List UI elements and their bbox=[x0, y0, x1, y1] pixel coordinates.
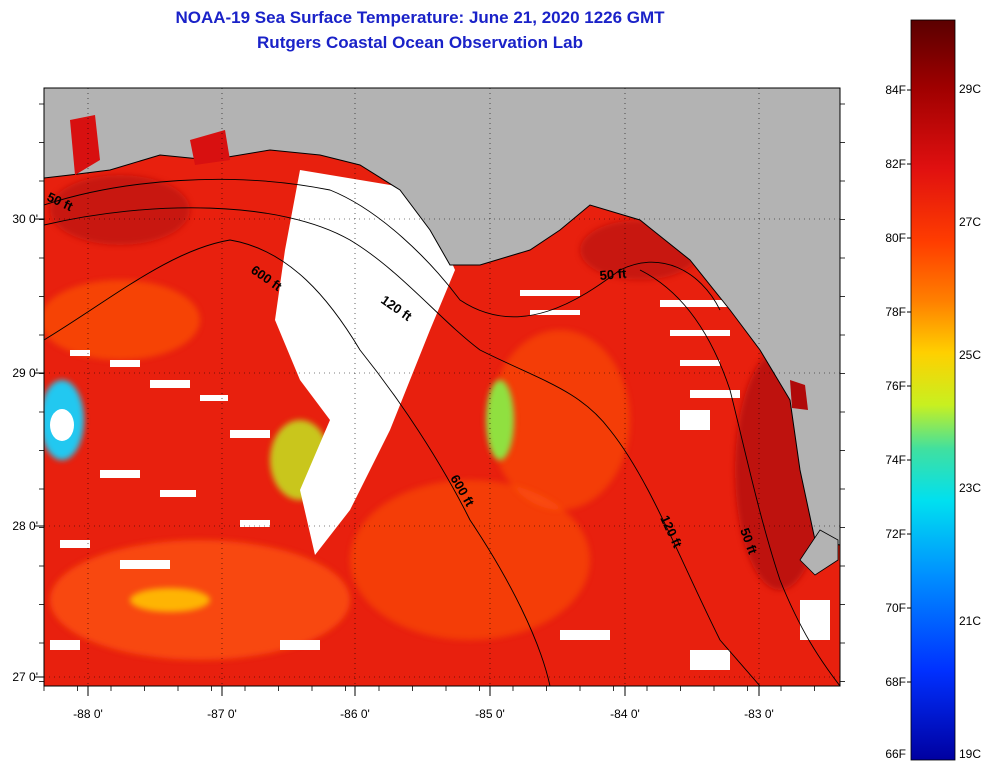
coastal-bays bbox=[70, 115, 808, 410]
contour-50ft-north bbox=[44, 178, 721, 318]
colorbar-c-labels: 29C 27C 25C 23C 21C 19C bbox=[959, 82, 981, 761]
colorbar: 84F 82F 80F 78F 76F 74F 72F 70F 68F 66F … bbox=[885, 19, 981, 761]
lat-label: 28 0' bbox=[12, 519, 38, 533]
cb-c-label: 27C bbox=[959, 215, 981, 229]
cb-f-label: 84F bbox=[885, 83, 906, 97]
sst-patches bbox=[44, 175, 825, 660]
depth-contours bbox=[44, 178, 840, 686]
lat-label: 30 0' bbox=[12, 212, 38, 226]
lon-axis-labels: -88 0' -87 0' -86 0' -85 0' -84 0' -83 0… bbox=[73, 707, 774, 721]
cb-c-label: 19C bbox=[959, 747, 981, 761]
lon-label: -88 0' bbox=[73, 707, 103, 721]
map-grid bbox=[34, 88, 845, 696]
lat-axis-labels: 30 0' 29 0' 28 0' 27 0' bbox=[12, 212, 38, 684]
cb-f-label: 82F bbox=[885, 157, 906, 171]
cloud-mask bbox=[50, 170, 830, 670]
lat-label: 29 0' bbox=[12, 366, 38, 380]
contour-50ft-east bbox=[639, 269, 840, 686]
colorbar-gradient bbox=[910, 19, 956, 761]
lon-label: -85 0' bbox=[475, 707, 505, 721]
colorbar-f-labels: 84F 82F 80F 78F 76F 74F 72F 70F 68F 66F bbox=[885, 83, 906, 761]
contour-label-50ft-north: 50 ft bbox=[599, 266, 628, 283]
colorbar-ticks bbox=[907, 89, 911, 683]
cb-c-label: 29C bbox=[959, 82, 981, 96]
lon-label: -84 0' bbox=[610, 707, 640, 721]
map-border bbox=[43, 87, 841, 687]
cb-c-label: 23C bbox=[959, 481, 981, 495]
cb-f-label: 80F bbox=[885, 231, 906, 245]
lon-label: -83 0' bbox=[744, 707, 774, 721]
map-panel[interactable] bbox=[40, 88, 840, 686]
lon-label: -87 0' bbox=[207, 707, 237, 721]
lat-label: 27 0' bbox=[12, 670, 38, 684]
cb-f-label: 68F bbox=[885, 675, 906, 689]
contour-120ft bbox=[44, 207, 761, 686]
cb-f-label: 72F bbox=[885, 527, 906, 541]
cb-f-label: 76F bbox=[885, 379, 906, 393]
cb-c-label: 21C bbox=[959, 614, 981, 628]
contour-600ft bbox=[44, 239, 551, 686]
title-line-2: Rutgers Coastal Ocean Observation Lab bbox=[257, 33, 583, 52]
cb-f-label: 70F bbox=[885, 601, 906, 615]
cb-f-label: 78F bbox=[885, 305, 906, 319]
land-mass bbox=[44, 88, 840, 576]
lon-label: -86 0' bbox=[340, 707, 370, 721]
cb-c-label: 25C bbox=[959, 348, 981, 362]
title-line-1: NOAA-19 Sea Surface Temperature: June 21… bbox=[175, 8, 665, 27]
cb-f-label: 66F bbox=[885, 747, 906, 761]
cb-f-label: 74F bbox=[885, 453, 906, 467]
